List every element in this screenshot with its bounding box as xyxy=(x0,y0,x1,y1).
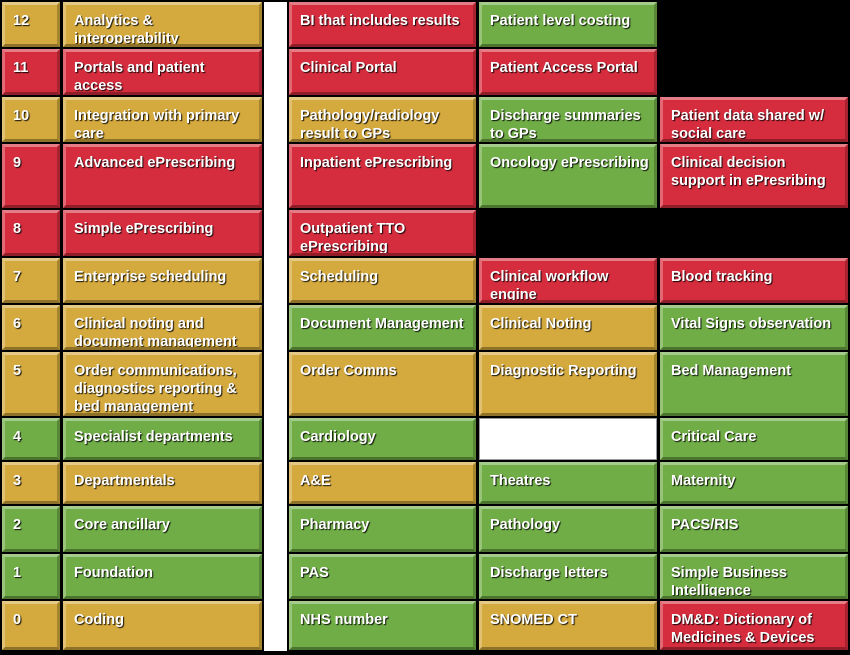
capability-cell: Clinical decision support in ePresribing xyxy=(660,144,848,208)
capability-cell: Vital Signs observation xyxy=(660,305,848,350)
level-label: Clinical noting and document management xyxy=(63,305,262,350)
capability-cell: Bed Management xyxy=(660,352,848,416)
capability-cell: Document Management xyxy=(289,305,476,350)
level-label: Core ancillary xyxy=(63,506,262,552)
capability-cell: SNOMED CT xyxy=(479,601,657,650)
capability-cell: Pharmacy xyxy=(289,506,476,552)
capability-cell: Clinical workflow engine xyxy=(479,258,657,303)
capability-cell: Scheduling xyxy=(289,258,476,303)
capability-cell: Clinical Noting xyxy=(479,305,657,350)
level-label: Specialist departments xyxy=(63,418,262,460)
capability-cell: Discharge letters xyxy=(479,554,657,599)
capability-cell: PACS/RIS xyxy=(660,506,848,552)
capability-cell: Outpatient TTO ePrescribing xyxy=(289,210,476,256)
level-label: Simple ePrescribing xyxy=(63,210,262,256)
capability-cell: Order Comms xyxy=(289,352,476,416)
level-label: Enterprise scheduling xyxy=(63,258,262,303)
level-number: 12 xyxy=(2,2,60,47)
capability-cell: Patient level costing xyxy=(479,2,657,47)
level-number: 4 xyxy=(2,418,60,460)
level-number: 3 xyxy=(2,462,60,504)
level-number: 10 xyxy=(2,97,60,142)
capability-cell: Patient data shared w/ social care xyxy=(660,97,848,142)
level-label: Departmentals xyxy=(63,462,262,504)
level-number: 0 xyxy=(2,601,60,650)
level-number: 9 xyxy=(2,144,60,208)
capability-cell: A&E xyxy=(289,462,476,504)
level-number: 1 xyxy=(2,554,60,599)
capability-cell: Pathology xyxy=(479,506,657,552)
capability-cell: Critical Care xyxy=(660,418,848,460)
separator-column xyxy=(264,2,287,651)
level-label: Integration with primary care xyxy=(63,97,262,142)
capability-cell: Cardiology xyxy=(289,418,476,460)
level-number: 5 xyxy=(2,352,60,416)
empty-cell xyxy=(479,418,657,460)
capability-cell: Inpatient ePrescribing xyxy=(289,144,476,208)
level-number: 7 xyxy=(2,258,60,303)
level-label: Foundation xyxy=(63,554,262,599)
level-label: Coding xyxy=(63,601,262,650)
capability-cell: DM&D: Dictionary of Medicines & Devices xyxy=(660,601,848,650)
level-label: Order communications, diagnostics report… xyxy=(63,352,262,416)
capability-cell: Simple Business Intelligence xyxy=(660,554,848,599)
level-label: Portals and patient access xyxy=(63,49,262,95)
level-number: 2 xyxy=(2,506,60,552)
level-label: Analytics & interoperability xyxy=(63,2,262,47)
capability-cell: Blood tracking xyxy=(660,258,848,303)
capability-cell: Oncology ePrescribing xyxy=(479,144,657,208)
capability-cell: Clinical Portal xyxy=(289,49,476,95)
capability-cell: NHS number xyxy=(289,601,476,650)
capability-cell: Maternity xyxy=(660,462,848,504)
level-number: 8 xyxy=(2,210,60,256)
level-number: 6 xyxy=(2,305,60,350)
level-number: 11 xyxy=(2,49,60,95)
capability-cell: Discharge summaries to GPs xyxy=(479,97,657,142)
capability-cell: Pathology/radiology result to GPs xyxy=(289,97,476,142)
level-label: Advanced ePrescribing xyxy=(63,144,262,208)
capability-cell: BI that includes results xyxy=(289,2,476,47)
capability-cell: PAS xyxy=(289,554,476,599)
capability-cell: Theatres xyxy=(479,462,657,504)
capability-cell: Patient Access Portal xyxy=(479,49,657,95)
capability-cell: Diagnostic Reporting xyxy=(479,352,657,416)
